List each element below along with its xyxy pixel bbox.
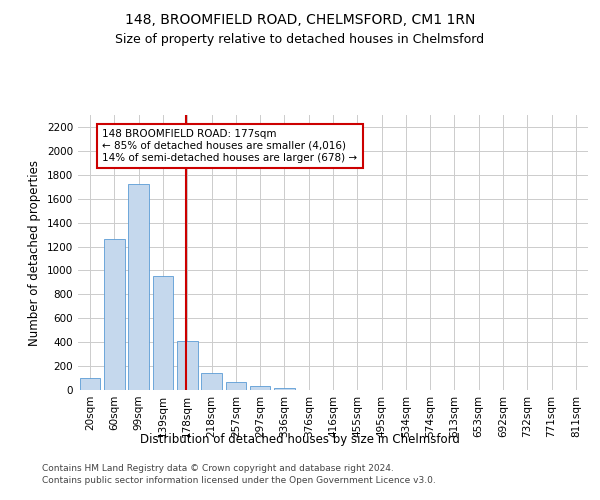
Text: 148, BROOMFIELD ROAD, CHELMSFORD, CM1 1RN: 148, BROOMFIELD ROAD, CHELMSFORD, CM1 1R… — [125, 12, 475, 26]
Bar — [274, 388, 295, 390]
Bar — [80, 378, 100, 390]
Text: Contains HM Land Registry data © Crown copyright and database right 2024.: Contains HM Land Registry data © Crown c… — [42, 464, 394, 473]
Bar — [152, 276, 173, 390]
Bar — [226, 382, 246, 390]
Bar — [177, 341, 197, 390]
Bar — [128, 184, 149, 390]
Y-axis label: Number of detached properties: Number of detached properties — [28, 160, 41, 346]
Text: Distribution of detached houses by size in Chelmsford: Distribution of detached houses by size … — [140, 432, 460, 446]
Bar — [104, 240, 125, 390]
Text: 148 BROOMFIELD ROAD: 177sqm
← 85% of detached houses are smaller (4,016)
14% of : 148 BROOMFIELD ROAD: 177sqm ← 85% of det… — [102, 130, 358, 162]
Bar — [201, 372, 222, 390]
Bar — [250, 386, 271, 390]
Text: Contains public sector information licensed under the Open Government Licence v3: Contains public sector information licen… — [42, 476, 436, 485]
Text: Size of property relative to detached houses in Chelmsford: Size of property relative to detached ho… — [115, 32, 485, 46]
